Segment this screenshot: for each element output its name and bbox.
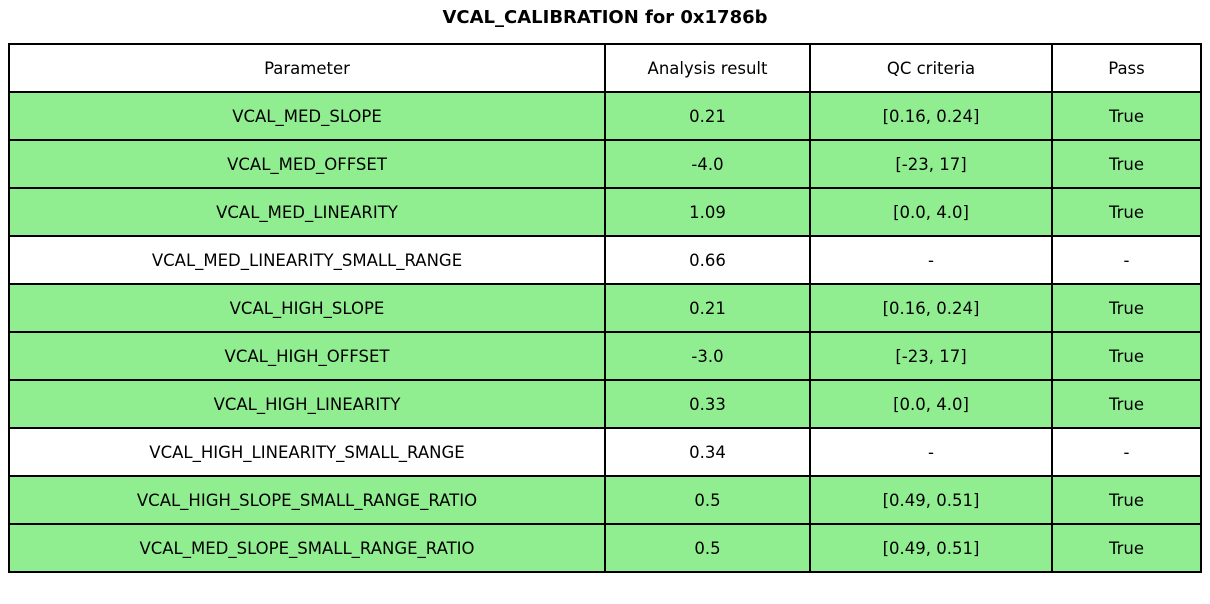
cell-qc-criteria: [0.49, 0.51] [809, 523, 1053, 573]
cell-qc-criteria: [-23, 17] [809, 331, 1053, 381]
cell-qc-criteria: [0.0, 4.0] [809, 187, 1053, 237]
column-header-qc-criteria: QC criteria [809, 43, 1053, 93]
cell-qc-criteria: - [809, 235, 1053, 285]
cell-analysis-result: 0.5 [603, 523, 812, 573]
table-row: VCAL_MED_SLOPE_SMALL_RANGE_RATIO 0.5 [0.49… [8, 523, 1203, 573]
table-row: VCAL_HIGH_LINEARITY_SMALL_RANGE 0.34- - [8, 427, 1203, 477]
cell-analysis-result: -4.0 [603, 139, 812, 189]
cell-qc-criteria: [0.49, 0.51] [809, 475, 1053, 525]
table-body: VCAL_MED_SLOPE 0.21 [0.16, 0.24] True VCAL_M… [8, 91, 1203, 573]
cell-parameter: VCAL_MED_OFFSET [8, 139, 606, 189]
header-row: Parameter Analysis result QC criteria Pa… [8, 43, 1203, 93]
table-header: Parameter Analysis result QC criteria Pa… [8, 43, 1203, 93]
table-row: VCAL_MED_LINEARITY_SMALL_RANGE 0.66- - [8, 235, 1203, 285]
cell-parameter: VCAL_HIGH_LINEARITY_SMALL_RANGE [8, 427, 606, 477]
cell-pass: True [1050, 523, 1203, 573]
cell-analysis-result: 0.34 [603, 427, 812, 477]
cell-pass: - [1050, 427, 1203, 477]
cell-analysis-result: 0.5 [603, 475, 812, 525]
table-row: VCAL_HIGH_SLOPE 0.21 [0.16, 0.24] True [8, 283, 1203, 333]
cell-pass: True [1050, 91, 1203, 141]
cell-parameter: VCAL_MED_SLOPE_SMALL_RANGE_RATIO [8, 523, 606, 573]
cell-parameter: VCAL_HIGH_OFFSET [8, 331, 606, 381]
table-row: VCAL_HIGH_OFFSET -3.0 [-23, 17] True [8, 331, 1203, 381]
cell-pass: True [1050, 379, 1203, 429]
cell-parameter: VCAL_MED_LINEARITY_SMALL_RANGE [8, 235, 606, 285]
cell-pass: True [1050, 187, 1203, 237]
table-row: VCAL_MED_OFFSET -4.0 [-23, 17] True [8, 139, 1203, 189]
cell-analysis-result: 0.33 [603, 379, 812, 429]
cell-qc-criteria: - [809, 427, 1053, 477]
cell-analysis-result: -3.0 [603, 331, 812, 381]
cell-parameter: VCAL_MED_SLOPE [8, 91, 606, 141]
cell-analysis-result: 0.66 [603, 235, 812, 285]
cell-pass: True [1050, 331, 1203, 381]
cell-pass: True [1050, 475, 1203, 525]
cell-analysis-result: 0.21 [603, 91, 812, 141]
table-row: VCAL_MED_LINEARITY 1.09 [0.0, 4.0] True [8, 187, 1203, 237]
cell-qc-criteria: [-23, 17] [809, 139, 1053, 189]
column-header-parameter: Parameter [8, 43, 606, 93]
column-header-pass: Pass [1050, 43, 1203, 93]
page-title: VCAL_CALIBRATION for 0x1786b [442, 7, 768, 28]
cell-analysis-result: 0.21 [603, 283, 812, 333]
cell-analysis-result: 1.09 [603, 187, 812, 237]
cell-qc-criteria: [0.16, 0.24] [809, 283, 1053, 333]
table-row: VCAL_MED_SLOPE 0.21 [0.16, 0.24] True [8, 91, 1203, 141]
cell-qc-criteria: [0.16, 0.24] [809, 91, 1053, 141]
cell-pass: - [1050, 235, 1203, 285]
cell-parameter: VCAL_HIGH_LINEARITY [8, 379, 606, 429]
table-row: VCAL_HIGH_SLOPE_SMALL_RANGE_RATIO 0.5 [0.4… [8, 475, 1203, 525]
cell-qc-criteria: [0.0, 4.0] [809, 379, 1053, 429]
column-header-analysis-result: Analysis result [603, 43, 812, 93]
cell-pass: True [1050, 283, 1203, 333]
cell-parameter: VCAL_HIGH_SLOPE_SMALL_RANGE_RATIO [8, 475, 606, 525]
qc-results-table: Parameter Analysis result QC criteria Pa… [8, 43, 1203, 573]
cell-pass: True [1050, 139, 1203, 189]
cell-parameter: VCAL_MED_LINEARITY [8, 187, 606, 237]
cell-parameter: VCAL_HIGH_SLOPE [8, 283, 606, 333]
table-row: VCAL_HIGH_LINEARITY 0.33 [0.0, 4.0] True [8, 379, 1203, 429]
